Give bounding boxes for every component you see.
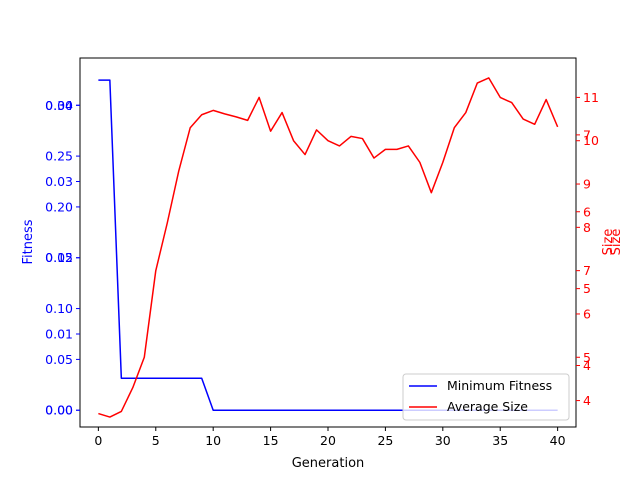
x-tick-label: 25	[377, 433, 393, 448]
legend-label-fitness: Minimum Fitness	[447, 378, 552, 393]
left-tick-label-1: 0.01	[45, 326, 73, 341]
legend-label-size: Average Size	[447, 399, 528, 414]
right-tick-label-1: 7	[583, 263, 591, 278]
left-tick-label-1: 0.04	[45, 98, 73, 113]
right-tick-label-2: 4	[583, 358, 591, 373]
right-tick-label-1: 6	[583, 306, 591, 321]
series-line-average-size	[98, 77, 559, 418]
right-tick-label-1: 11	[583, 90, 599, 105]
left-y-axis-label: Fitness	[21, 219, 36, 264]
x-tick-label: 5	[152, 433, 160, 448]
x-tick-label: 15	[263, 433, 279, 448]
right-tick-label-1: 9	[583, 177, 591, 192]
plot-frame	[79, 57, 577, 428]
right-tick-label-2: 5	[583, 281, 591, 296]
x-tick-label: 0	[94, 433, 102, 448]
chart-marks	[98, 77, 559, 418]
x-tick-label: 40	[550, 433, 566, 448]
right-tick-label-1: 10	[583, 133, 599, 148]
right-tick-label-2: 6	[583, 204, 591, 219]
right-tick-label-2: 7	[583, 127, 591, 142]
left-tick-label-2: 0.20	[45, 199, 73, 214]
right-tick-label-1: 5	[583, 350, 591, 365]
x-tick-label: 30	[435, 433, 451, 448]
legend: Minimum Fitness Average Size	[402, 373, 570, 421]
left-y-axis: 0.000.010.020.030.040.000.050.100.150.20…	[45, 98, 80, 418]
left-tick-label-1: 0.03	[45, 174, 73, 189]
left-tick-label-2: 0.15	[45, 250, 73, 265]
left-tick-label-1: 0.00	[45, 403, 73, 418]
x-axis-label: Generation	[292, 456, 365, 471]
left-tick-label-2: 0.00	[45, 403, 73, 418]
left-tick-label-2: 0.25	[45, 149, 73, 164]
x-tick-label: 20	[320, 433, 336, 448]
x-axis: 0 5 10 15 20 25 30 35 40	[94, 427, 566, 448]
series-line-minimum-fitness	[98, 79, 558, 411]
right-y-axis-label: Size	[601, 229, 616, 256]
left-tick-label-2: 0.30	[45, 98, 73, 113]
x-tick-label: 35	[492, 433, 508, 448]
left-tick-label-2: 0.05	[45, 352, 73, 367]
right-tick-label-1: 4	[583, 393, 591, 408]
left-tick-label-2: 0.10	[45, 301, 73, 316]
right-tick-label-1: 8	[583, 220, 591, 235]
right-y-axis-label-2: Size	[609, 229, 624, 256]
legend-box	[402, 373, 570, 421]
left-tick-label-1: 0.02	[45, 250, 73, 265]
x-tick-label: 10	[205, 433, 221, 448]
